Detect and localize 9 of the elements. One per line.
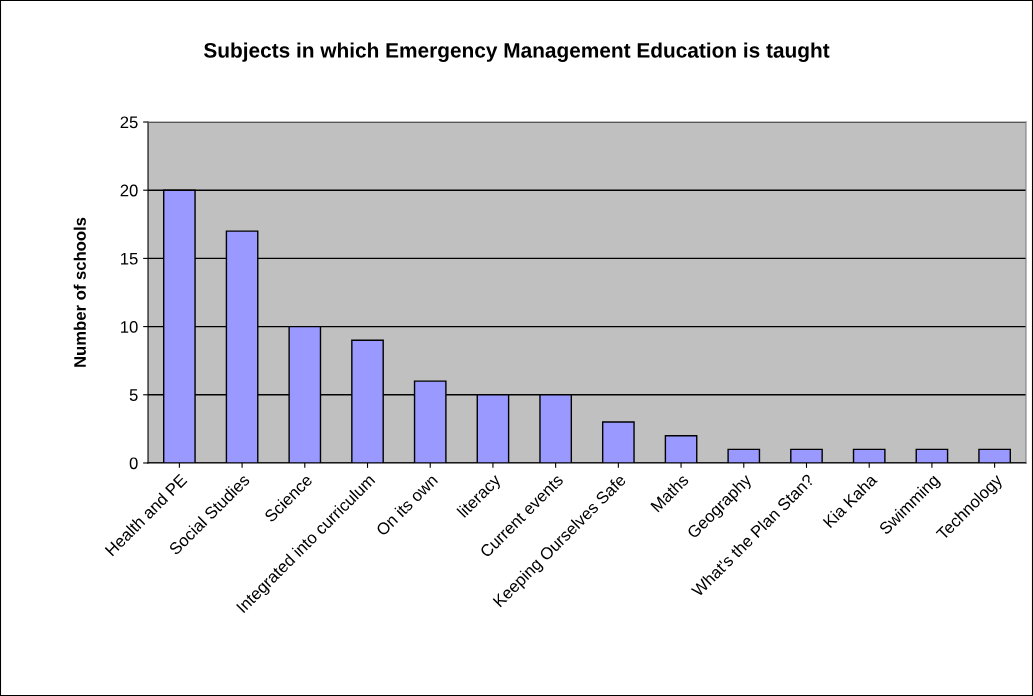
y-tick-label: 5	[129, 389, 138, 401]
y-tick-label: 0	[129, 457, 138, 470]
y-axis-title: Number of schools	[73, 217, 86, 367]
chart-title: Subjects in which Emergency Management Education is taught	[203, 42, 830, 62]
y-tick-label: 10	[121, 320, 138, 333]
y-tick-label: 25	[120, 116, 138, 129]
y-tick-label: 20	[120, 184, 138, 197]
x-tick-label: On its own	[375, 473, 439, 537]
y-tick-label: 15	[121, 252, 138, 265]
